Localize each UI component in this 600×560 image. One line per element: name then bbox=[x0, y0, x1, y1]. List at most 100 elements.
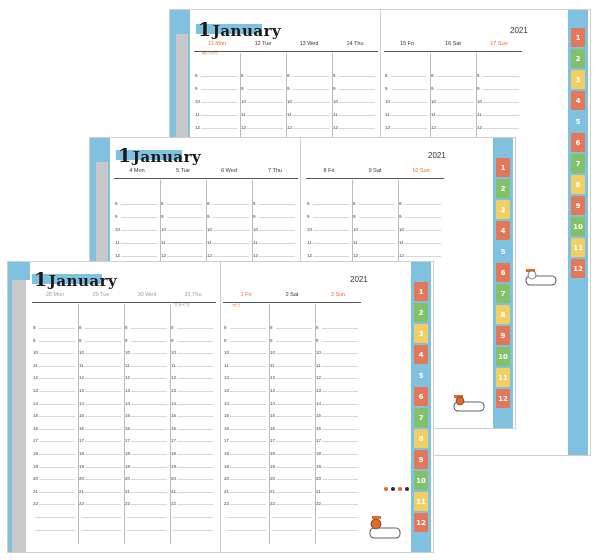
month-tab-7[interactable]: 7 bbox=[414, 408, 428, 427]
hour-line bbox=[177, 353, 213, 355]
hour-line bbox=[405, 204, 441, 205]
hour-line bbox=[276, 365, 312, 367]
column-divider bbox=[269, 304, 270, 544]
hour-label: 11 bbox=[171, 362, 176, 368]
hour-label: 12 bbox=[161, 253, 167, 258]
month-tab-2[interactable]: 2 bbox=[496, 179, 510, 198]
hour-line bbox=[276, 416, 312, 418]
month-tab-3[interactable]: 3 bbox=[571, 70, 585, 89]
month-tab-1[interactable]: 1 bbox=[414, 282, 428, 301]
hour-line bbox=[39, 416, 75, 418]
month-tab-6[interactable]: 6 bbox=[571, 133, 585, 152]
month-tab-9[interactable]: 9 bbox=[496, 326, 510, 345]
hour-label: 20 bbox=[79, 476, 85, 482]
hour-line bbox=[230, 428, 266, 430]
hour-line bbox=[167, 243, 203, 244]
month-tab-label: 10 bbox=[416, 476, 426, 485]
hour-label: 22 bbox=[171, 501, 177, 507]
month-tab-5[interactable]: 5 bbox=[496, 242, 510, 261]
month-tab-11[interactable]: 11 bbox=[571, 238, 585, 257]
month-tab-8[interactable]: 8 bbox=[571, 175, 585, 194]
month-tab-1[interactable]: 1 bbox=[496, 158, 510, 177]
hour-label: 12 bbox=[287, 125, 293, 130]
month-tab-10[interactable]: 10 bbox=[571, 217, 585, 236]
month-tab-2[interactable]: 2 bbox=[414, 303, 428, 322]
hour-line bbox=[259, 243, 295, 244]
month-tab-7[interactable]: 7 bbox=[496, 284, 510, 303]
month-tab-9[interactable]: 9 bbox=[414, 450, 428, 469]
cat-illustration-middle bbox=[453, 395, 485, 412]
month-tab-6[interactable]: 6 bbox=[414, 387, 428, 406]
month-title: 1January bbox=[198, 19, 282, 41]
month-tab-12[interactable]: 12 bbox=[414, 513, 428, 532]
column-divider bbox=[170, 304, 171, 544]
blank-line bbox=[272, 529, 312, 531]
hour-label: 9 bbox=[224, 337, 227, 343]
month-tab-10[interactable]: 10 bbox=[496, 347, 510, 366]
hour-line bbox=[230, 454, 266, 455]
hour-line bbox=[230, 466, 266, 468]
hour-label: 22 bbox=[270, 501, 276, 507]
hour-label: 8 bbox=[307, 201, 310, 206]
hour-label: 9 bbox=[241, 86, 244, 91]
month-tab-1[interactable]: 1 bbox=[571, 28, 585, 47]
hour-line bbox=[131, 391, 167, 392]
blank-line bbox=[127, 529, 167, 531]
month-tab-11[interactable]: 11 bbox=[496, 368, 510, 387]
hour-label: 15 bbox=[125, 413, 131, 419]
month-tab-6[interactable]: 6 bbox=[496, 263, 510, 282]
hour-label: 11 bbox=[79, 362, 84, 368]
hour-line bbox=[167, 256, 203, 257]
column-divider bbox=[332, 53, 333, 140]
month-tab-3[interactable]: 3 bbox=[496, 200, 510, 219]
blank-line bbox=[35, 517, 75, 518]
month-tabs[interactable]: 1 2 3 4 5 6 7 8 9 10 11 12 bbox=[411, 262, 431, 552]
hour-line bbox=[437, 128, 473, 129]
month-tab-label: 12 bbox=[498, 394, 508, 403]
hour-line bbox=[131, 403, 167, 405]
month-tab-9[interactable]: 9 bbox=[571, 196, 585, 215]
hour-label: 11 bbox=[399, 240, 404, 245]
month-tab-8[interactable]: 8 bbox=[496, 305, 510, 324]
month-tabs[interactable]: 1 2 3 4 5 6 7 8 9 10 11 12 bbox=[493, 138, 513, 428]
month-tab-2[interactable]: 2 bbox=[571, 49, 585, 68]
hour-line bbox=[247, 89, 283, 90]
hour-label: 15 bbox=[33, 413, 39, 419]
blank-line bbox=[127, 517, 167, 518]
hour-line bbox=[131, 365, 167, 367]
month-tab-7[interactable]: 7 bbox=[571, 154, 585, 173]
hour-label: 12 bbox=[270, 375, 276, 381]
month-tab-4[interactable]: 4 bbox=[414, 345, 428, 364]
hour-label: 9 bbox=[270, 337, 273, 343]
hour-label: 9 bbox=[316, 337, 319, 343]
hour-line bbox=[39, 479, 75, 481]
hour-line bbox=[85, 504, 121, 506]
hour-label: 12 bbox=[33, 375, 39, 381]
header-rule bbox=[194, 51, 378, 52]
hour-line bbox=[131, 416, 167, 418]
month-tab-11[interactable]: 11 bbox=[414, 492, 428, 511]
hour-label: 22 bbox=[79, 501, 85, 507]
month-tab-3[interactable]: 3 bbox=[414, 324, 428, 343]
hour-label: 8 bbox=[353, 201, 356, 206]
month-tab-5[interactable]: 5 bbox=[571, 112, 585, 131]
hour-line bbox=[437, 102, 473, 103]
month-tab-8[interactable]: 8 bbox=[414, 429, 428, 448]
month-tab-label: 6 bbox=[575, 138, 581, 147]
month-tab-10[interactable]: 10 bbox=[414, 471, 428, 490]
month-tab-5[interactable]: 5 bbox=[414, 366, 428, 385]
month-tab-4[interactable]: 4 bbox=[571, 91, 585, 110]
hour-label: 9 bbox=[307, 214, 310, 219]
hour-label: 12 bbox=[333, 125, 339, 130]
month-tab-12[interactable]: 12 bbox=[571, 259, 585, 278]
hour-line bbox=[391, 115, 427, 116]
hour-label: 16 bbox=[171, 425, 177, 431]
hour-line bbox=[177, 428, 213, 430]
hour-label: 10 bbox=[33, 350, 39, 356]
month-tab-4[interactable]: 4 bbox=[496, 221, 510, 240]
month-tabs[interactable]: 1 2 3 4 5 6 7 8 9 10 11 12 bbox=[568, 10, 588, 455]
hour-label: 20 bbox=[270, 476, 276, 482]
hour-line bbox=[230, 328, 266, 329]
month-tab-label: 8 bbox=[418, 434, 424, 443]
month-tab-12[interactable]: 12 bbox=[496, 389, 510, 408]
